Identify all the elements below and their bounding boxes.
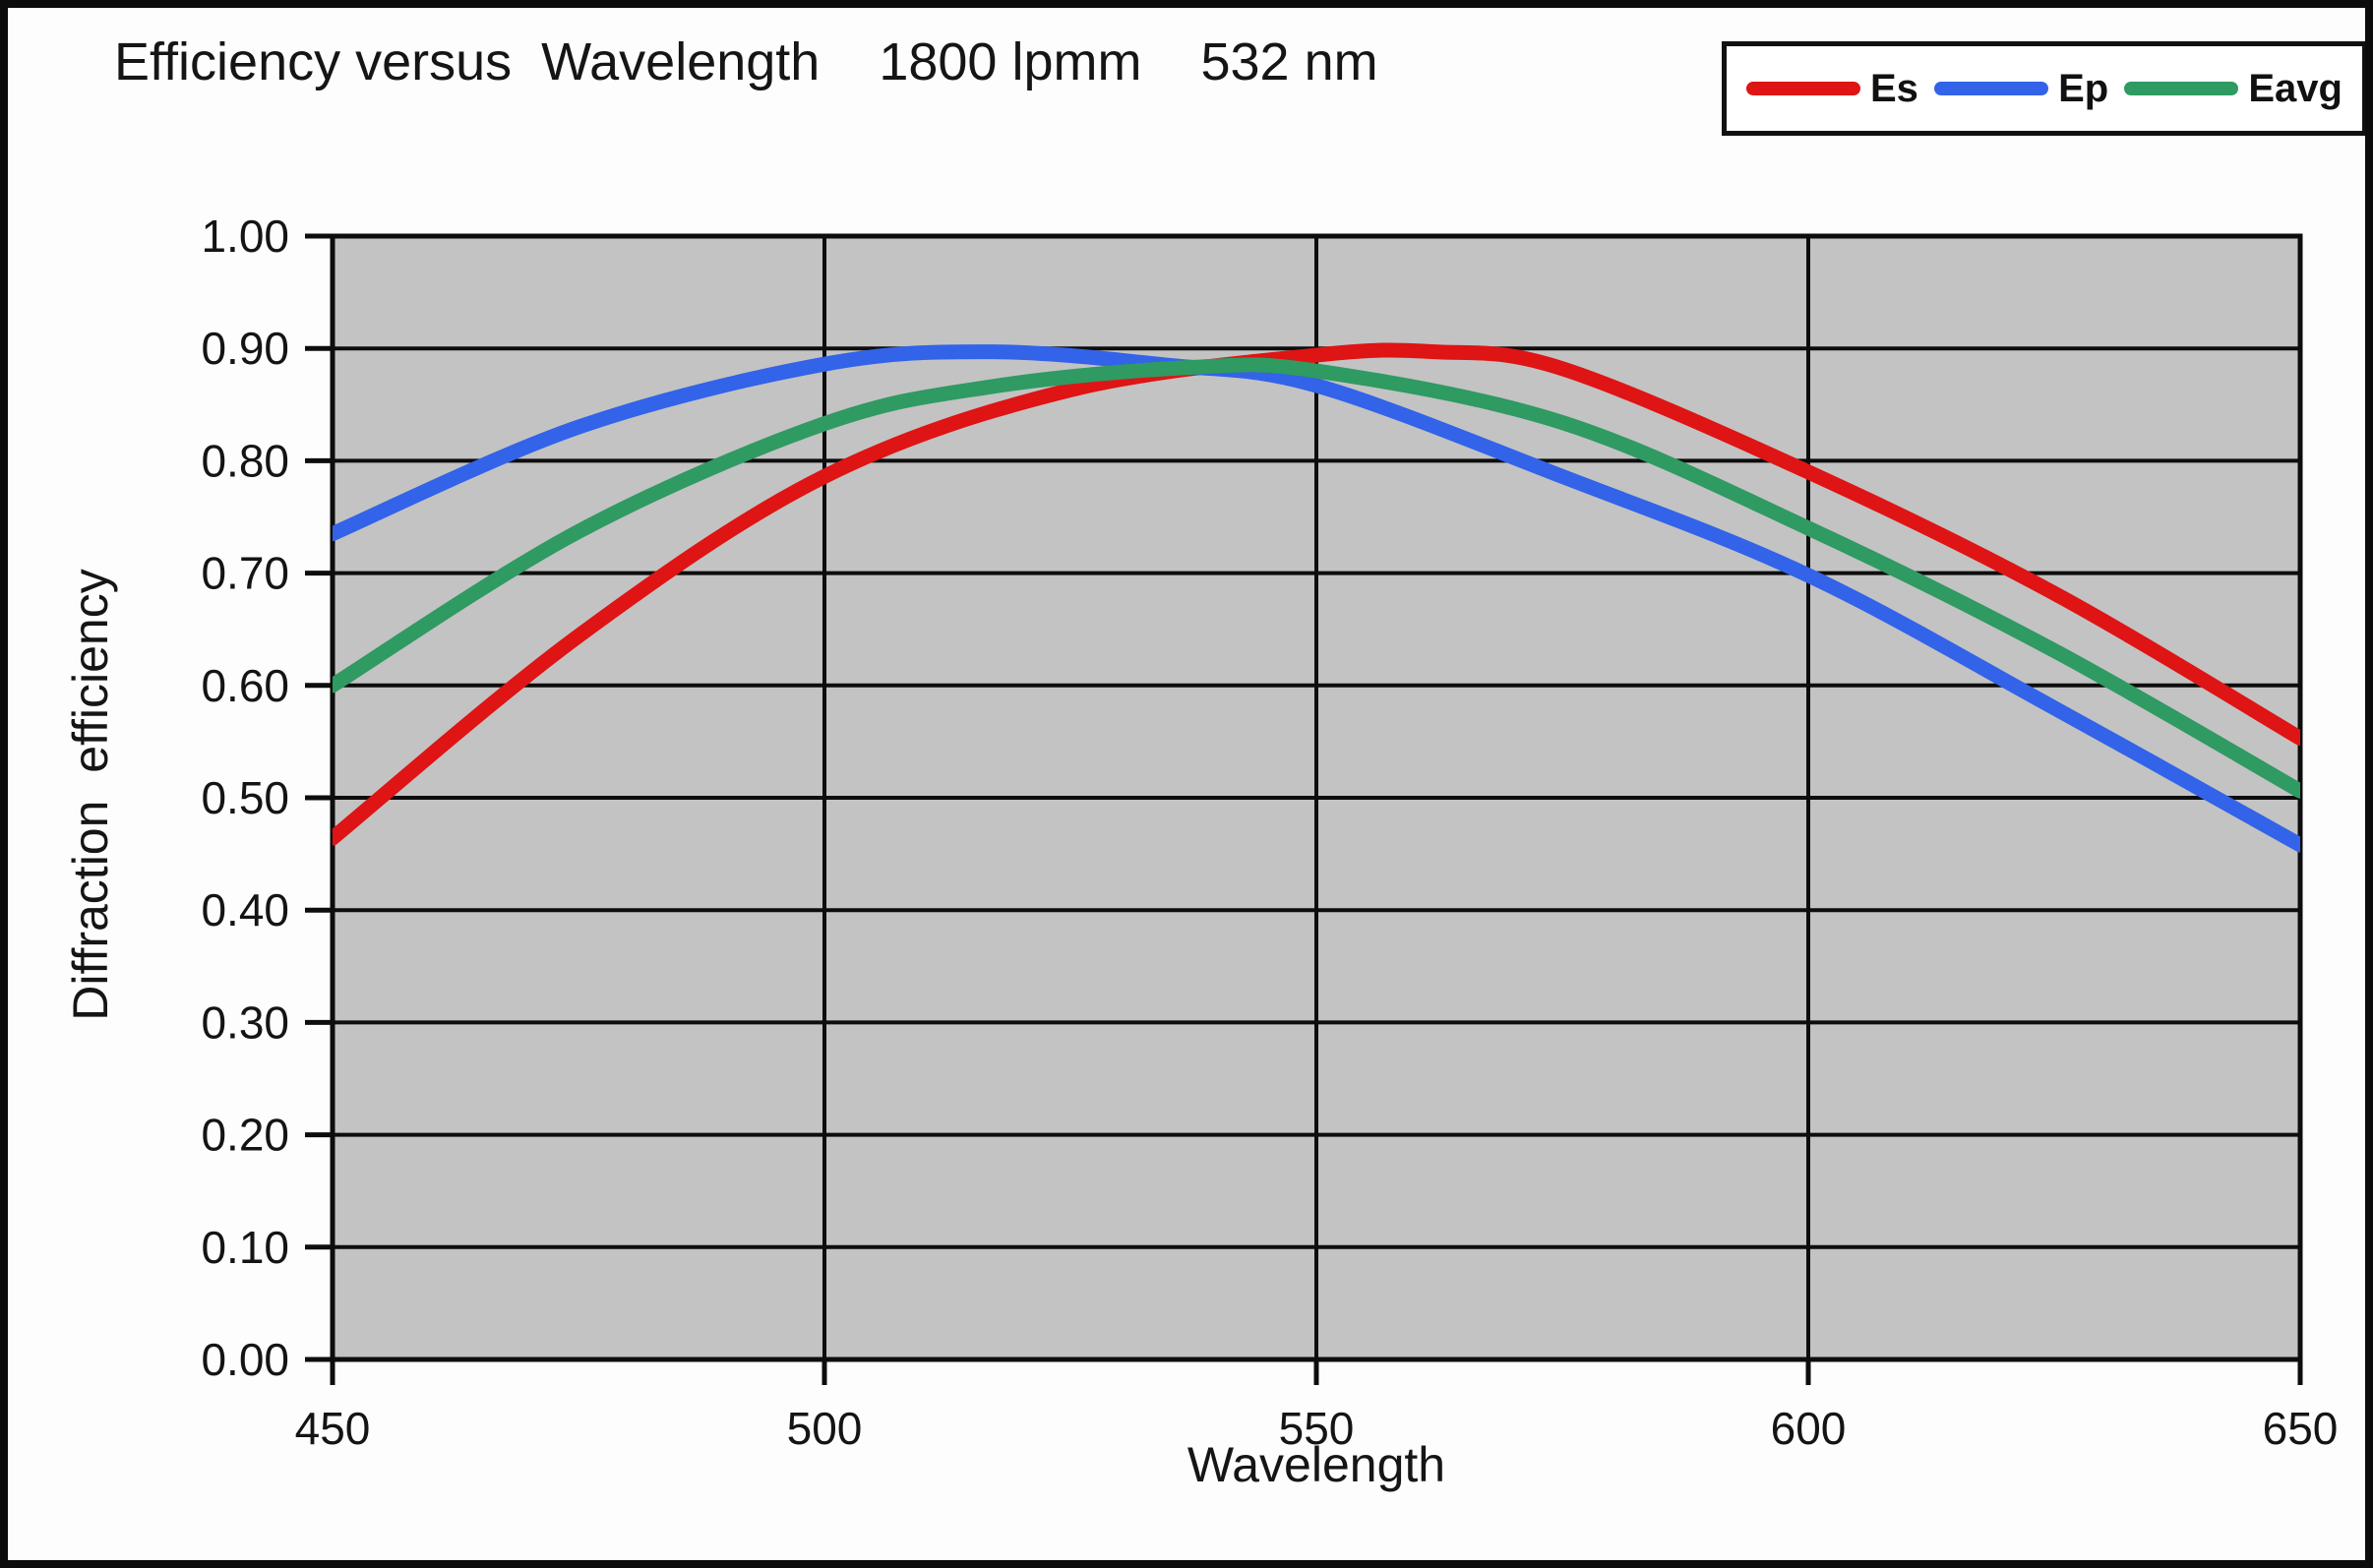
x-axis-title: Wavelength: [1186, 1437, 1446, 1492]
y-axis-title: Diffraction efficiency: [63, 569, 118, 1021]
y-tick-label: 0.90: [201, 323, 289, 374]
legend-item-ep: Ep: [1934, 67, 2108, 111]
y-tick-label: 0.50: [201, 772, 289, 823]
legend-label-eavg: Eavg: [2248, 66, 2343, 110]
y-tick-label: 0.20: [201, 1110, 289, 1161]
series-curve-Es: [333, 342, 2300, 846]
eavg-line-swatch-icon: [2124, 82, 2239, 95]
y-tick-label: 0.60: [201, 660, 289, 711]
y-tick-label: 0.30: [201, 996, 289, 1048]
y-tick-label: 0.00: [201, 1334, 289, 1385]
y-tick-label: 1.00: [201, 211, 289, 262]
y-tick-label: 0.80: [201, 435, 289, 486]
x-tick-label: 550: [1279, 1403, 1355, 1454]
legend-item-es: Es: [1746, 67, 1918, 111]
series-curve-Eavg: [333, 357, 2300, 799]
legend-label-ep: Ep: [2058, 66, 2109, 110]
plot-area: 1.00 0.90 0.80 0.70 0.60 0.50 0.40 0.30 0.20 0.10…: [201, 211, 2339, 1454]
chart-title: Efficiency versus Wavelength 1800 lpmm 5…: [114, 32, 1378, 91]
x-tick-label: 500: [787, 1403, 863, 1454]
es-line-swatch-icon: [1746, 82, 1860, 95]
x-tick-label: 650: [2263, 1403, 2339, 1454]
y-tick-label: 0.40: [201, 884, 289, 935]
x-tick-label: 600: [1771, 1403, 1847, 1454]
y-tick-label: 0.10: [201, 1222, 289, 1273]
ep-line-swatch-icon: [1934, 82, 2049, 95]
x-tick-label: 450: [295, 1403, 371, 1454]
series-curve-Ep: [333, 344, 2300, 853]
legend: Es Ep Eavg: [1722, 41, 2365, 136]
legend-label-es: Es: [1870, 66, 1918, 110]
y-tick-label: 0.70: [201, 548, 289, 599]
legend-item-eavg: Eavg: [2124, 67, 2343, 111]
